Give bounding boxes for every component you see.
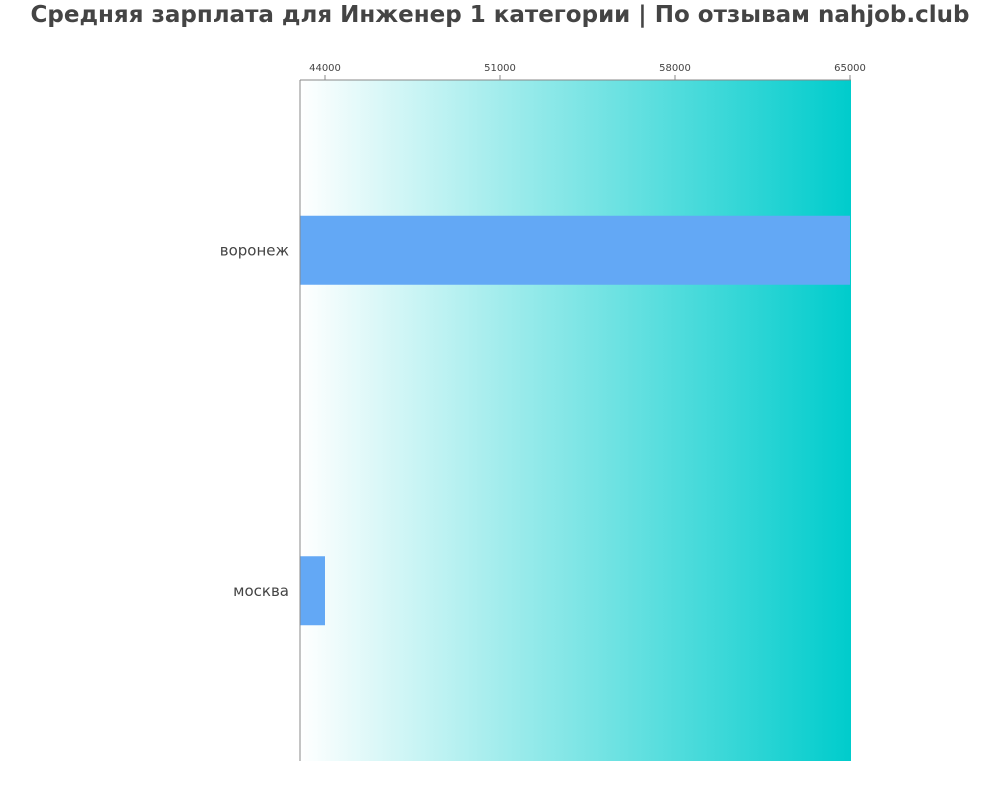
x-tick-label: 51000 — [484, 63, 516, 74]
plot-background — [300, 80, 851, 761]
bar-0 — [300, 215, 850, 285]
category-label: воронеж — [220, 241, 289, 259]
x-tick-label: 44000 — [309, 63, 341, 74]
bar-1 — [300, 556, 325, 626]
x-tick-label: 65000 — [834, 63, 866, 74]
chart-title: Средняя зарплата для Инженер 1 категории… — [30, 2, 970, 28]
category-label: москва — [233, 582, 289, 600]
x-tick-label: 58000 — [659, 63, 691, 74]
